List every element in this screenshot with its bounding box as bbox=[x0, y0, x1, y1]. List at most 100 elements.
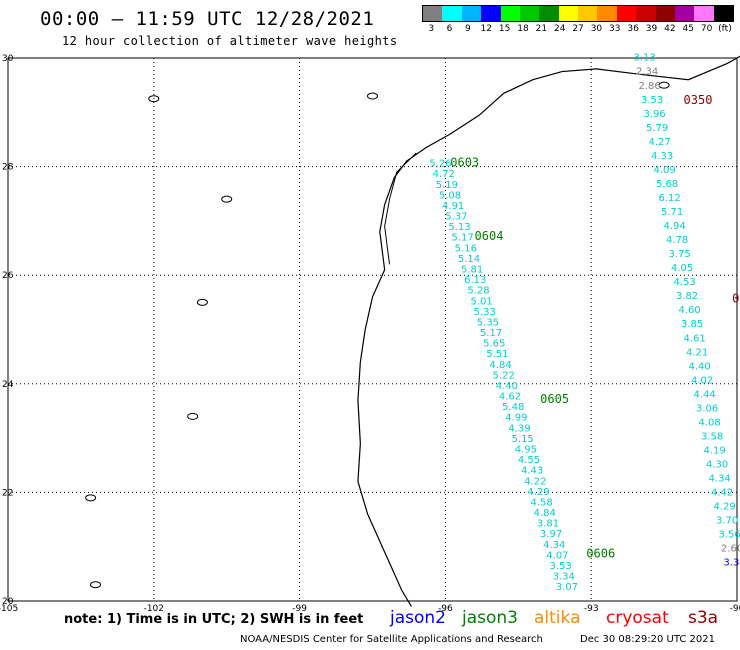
wave-height-value: 2.60 bbox=[721, 544, 740, 555]
map-title: 00:00 – 11:59 UTC 12/28/2021 bbox=[40, 8, 375, 30]
legend-labels: 3 6 9 12 15 18 21 24 27 30 33 36 39 42 45 70 (ft) bbox=[422, 24, 734, 34]
wave-height-value: 4.53 bbox=[673, 277, 695, 288]
wave-height-value: 3.85 bbox=[681, 319, 703, 330]
wave-height-value: 4.84 bbox=[489, 360, 511, 371]
wave-height-value: 5.48 bbox=[502, 402, 524, 413]
legend-unit: (ft) bbox=[718, 24, 732, 34]
wave-height-value: 4.02 bbox=[691, 375, 713, 386]
legend-label: 36 bbox=[627, 24, 639, 34]
wave-height-value: 4.95 bbox=[515, 444, 537, 455]
wave-height-value: 4.05 bbox=[671, 263, 693, 274]
wave-height-value: 4.07 bbox=[546, 550, 568, 561]
wave-height-value: 5.22 bbox=[493, 370, 515, 381]
longitude-tick-label: -96 bbox=[438, 604, 453, 614]
wave-height-value: 3.81 bbox=[537, 519, 559, 530]
legend-label: 3 bbox=[428, 24, 435, 34]
wave-height-value: 3.13 bbox=[634, 53, 656, 64]
satellite-s3a: s3a bbox=[688, 608, 719, 628]
wave-height-value: 6.13 bbox=[464, 275, 486, 286]
wave-height-value: 5.15 bbox=[512, 434, 534, 445]
longitude-tick-label: -105 bbox=[0, 604, 18, 614]
wave-height-value: 4.94 bbox=[663, 221, 685, 232]
wave-height-value: 4.22 bbox=[524, 476, 546, 487]
legend-swatch bbox=[423, 6, 443, 21]
legend-label: 21 bbox=[535, 24, 548, 34]
legend-swatch bbox=[461, 6, 482, 21]
inland-lake bbox=[221, 195, 233, 203]
legend-label: 15 bbox=[498, 24, 511, 34]
latitude-tick-label: 30 bbox=[2, 54, 14, 64]
longitude-tick-label: -102 bbox=[144, 604, 164, 614]
wave-height-value: 4.78 bbox=[666, 235, 688, 246]
pass-time-label: 0603 bbox=[450, 156, 479, 170]
legend-swatch bbox=[616, 6, 637, 21]
legend-swatch bbox=[674, 6, 695, 21]
legend-swatch bbox=[655, 6, 675, 21]
legend-label: 45 bbox=[682, 24, 694, 34]
latitude-tick-label: 24 bbox=[2, 380, 14, 390]
legend-label: 6 bbox=[446, 24, 453, 34]
longitude-tick-label: -99 bbox=[292, 604, 307, 614]
longitude-tick-label: -93 bbox=[584, 604, 599, 614]
pass-time-label: 0605 bbox=[540, 392, 569, 406]
wave-height-value: 4.55 bbox=[518, 455, 540, 466]
legend-label: 24 bbox=[553, 24, 566, 34]
legend-swatch bbox=[519, 6, 540, 21]
wave-height-value: 4.58 bbox=[530, 497, 552, 508]
color-scale-legend: 3 6 9 12 15 18 21 24 27 30 33 36 39 42 45 70 (ft) bbox=[422, 5, 734, 39]
pass-time-label: 0349 bbox=[732, 291, 740, 305]
inland-lake bbox=[658, 81, 670, 89]
wave-height-value: 5.17 bbox=[480, 328, 502, 339]
wave-height-value: 3.07 bbox=[556, 582, 578, 593]
wave-height-value: 5.71 bbox=[661, 207, 683, 218]
legend-swatch bbox=[442, 6, 462, 21]
barrier-island bbox=[384, 152, 417, 265]
wave-height-value: 3.34 bbox=[553, 572, 575, 583]
legend-swatch bbox=[500, 6, 520, 21]
wave-height-value: 5.01 bbox=[470, 296, 492, 307]
wave-height-value: 3.96 bbox=[644, 109, 666, 120]
legend-swatches bbox=[422, 5, 734, 22]
wave-height-value: 4.61 bbox=[683, 333, 705, 344]
legend-label: 30 bbox=[590, 24, 603, 34]
wave-height-value: 4.72 bbox=[433, 169, 455, 180]
inland-lake bbox=[85, 494, 97, 502]
wave-height-value: 5.68 bbox=[656, 179, 678, 190]
wave-height-value: 2.34 bbox=[636, 67, 658, 78]
pass-time-label: 0350 bbox=[684, 93, 713, 107]
wave-height-value: 4.19 bbox=[703, 445, 725, 456]
satellite-jason2: jason2 bbox=[390, 608, 446, 628]
wave-height-value: 5.65 bbox=[483, 339, 505, 350]
latitude-tick-label: 28 bbox=[2, 163, 14, 173]
legend-label: 33 bbox=[609, 24, 621, 34]
wave-height-value: 3.30 bbox=[723, 558, 740, 569]
wave-height-value: 4.30 bbox=[706, 460, 728, 471]
legend-label: 70 bbox=[700, 24, 713, 34]
longitude-tick-label: -90 bbox=[730, 604, 740, 614]
wave-height-value: 5.33 bbox=[474, 307, 496, 318]
inland-lake bbox=[89, 581, 101, 589]
wave-height-value: 5.08 bbox=[439, 190, 461, 201]
wave-height-value: 4.27 bbox=[649, 137, 671, 148]
wave-height-value: 3.06 bbox=[696, 403, 718, 414]
wave-height-value: 5.79 bbox=[646, 123, 668, 134]
wave-height-value: 5.26 bbox=[429, 159, 451, 170]
wave-height-value: 4.09 bbox=[654, 165, 676, 176]
coastline bbox=[357, 55, 740, 607]
wave-height-value: 3.58 bbox=[701, 431, 723, 442]
wave-height-value: 4.40 bbox=[688, 361, 710, 372]
wave-height-value: 4.91 bbox=[442, 201, 464, 212]
wave-height-value: 5.81 bbox=[461, 264, 483, 275]
wave-height-value: 5.35 bbox=[477, 317, 499, 328]
latitude-tick-label: 22 bbox=[2, 488, 13, 498]
wave-height-value: 4.34 bbox=[708, 474, 730, 485]
inland-lake bbox=[187, 412, 199, 420]
inland-lake bbox=[148, 95, 160, 103]
wave-height-value: 4.21 bbox=[686, 347, 708, 358]
wave-height-value: 3.53 bbox=[641, 95, 663, 106]
inland-lake bbox=[196, 298, 208, 306]
generated-timestamp: Dec 30 08:29:20 UTC 2021 bbox=[580, 634, 715, 645]
wave-height-value: 4.84 bbox=[534, 508, 556, 519]
wave-height-value: 4.34 bbox=[543, 540, 565, 551]
latitude-tick-label: 20 bbox=[2, 597, 14, 607]
